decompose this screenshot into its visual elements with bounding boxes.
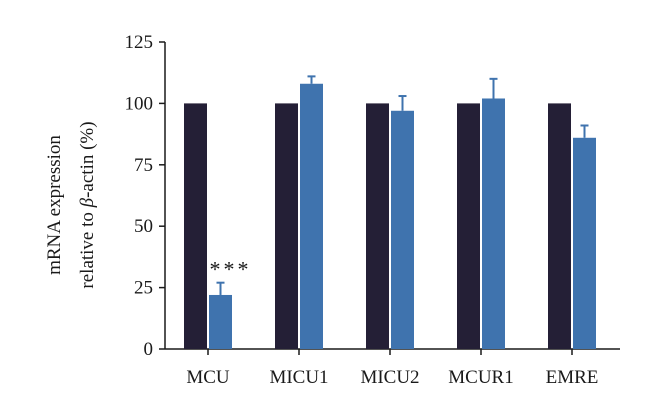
x-tick-label: MCUR1: [448, 367, 513, 388]
y-tick-label: 125: [125, 32, 154, 53]
bar: [482, 98, 505, 349]
bars: [184, 83, 596, 350]
y-axis-title: mRNA expression relative to β-actin (%): [44, 121, 98, 288]
axis-labels: 0 25 50 75 100 125 MCU MICU1 MICU2 MCUR1 EMRE: [125, 32, 599, 388]
y-tick-label: 100: [125, 93, 154, 114]
annotations: ***: [210, 257, 252, 282]
bar: [300, 83, 323, 349]
y-tick-label: 0: [144, 339, 154, 360]
bar: [457, 103, 480, 350]
x-tick-label: MICU2: [360, 367, 419, 388]
y-axis-title-line1: mRNA expression: [44, 135, 65, 275]
bar: [366, 103, 389, 350]
bar: [391, 110, 414, 349]
error-bars: [216, 75, 589, 295]
bar: [184, 103, 207, 350]
y-tick-label: 75: [134, 155, 153, 176]
bar: [573, 137, 596, 349]
x-tick-label: MICU1: [269, 367, 328, 388]
x-tick-label: MCU: [186, 367, 230, 388]
y-tick-label: 25: [134, 278, 153, 299]
bar: [548, 103, 571, 350]
bar: [275, 103, 298, 350]
y-axis-title-line2: relative to β-actin (%): [77, 121, 98, 288]
significance-label: ***: [210, 257, 252, 282]
y-tick-label: 50: [134, 216, 153, 237]
x-tick-label: EMRE: [546, 367, 599, 388]
bar: [209, 294, 232, 349]
